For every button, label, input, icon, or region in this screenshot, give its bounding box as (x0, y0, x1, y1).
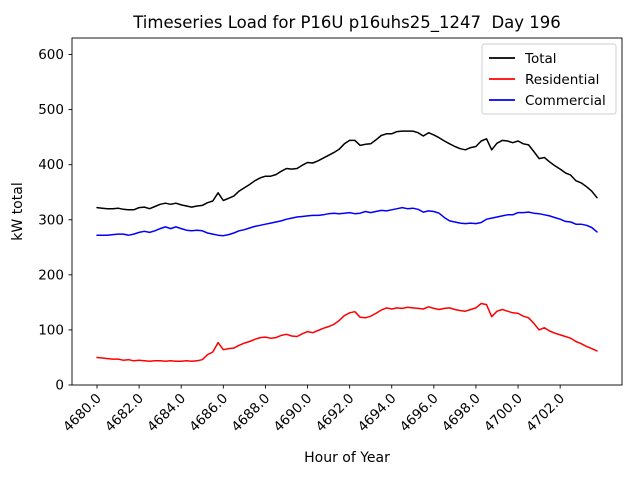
y-tick-label: 300 (38, 212, 64, 228)
legend-label-total: Total (524, 51, 557, 67)
x-axis-label: Hour of Year (304, 450, 390, 466)
series-line-residential (96, 302, 598, 363)
y-axis-label: kW total (10, 182, 26, 240)
y-tick-label: 0 (55, 378, 64, 394)
series-line-commercial (96, 206, 598, 237)
y-tick-label: 600 (38, 47, 64, 63)
axes-frame (71, 37, 623, 386)
y-tick-label: 100 (38, 322, 64, 338)
series-line-total (96, 130, 598, 211)
y-tick-label: 200 (38, 267, 64, 283)
y-tick-label: 400 (38, 157, 64, 173)
legend-box (481, 43, 617, 115)
y-tick-label: 500 (38, 102, 64, 118)
legend-label-residential: Residential (525, 72, 599, 88)
legend-label-commercial: Commercial (525, 93, 606, 109)
legend: Total Residential Commercial (481, 43, 617, 115)
chart-title: Timeseries Load for P16U p16uhs25_1247 D… (132, 13, 561, 33)
